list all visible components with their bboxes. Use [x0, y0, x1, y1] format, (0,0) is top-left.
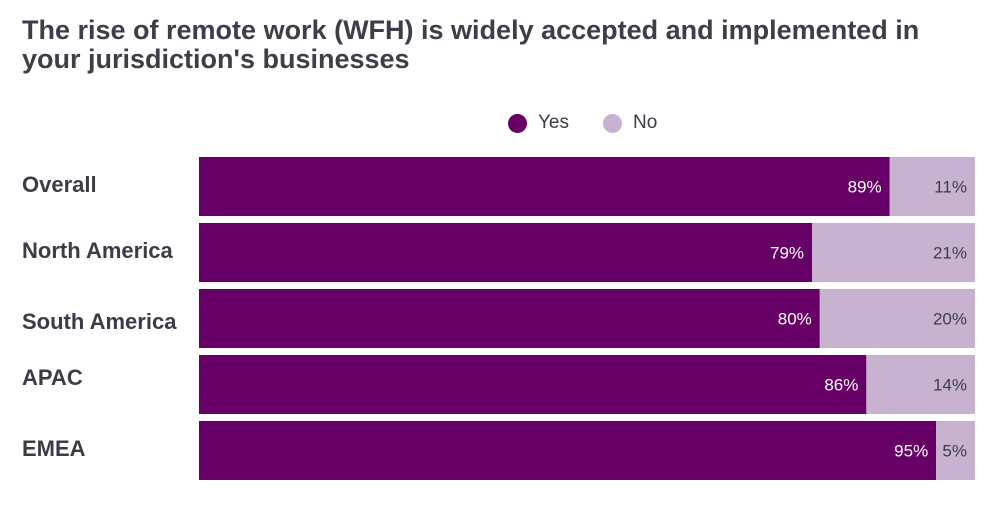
bar-yes-north-america: [199, 223, 813, 282]
value-label-no-apac: 14%: [933, 376, 967, 395]
value-label-no-north-america: 21%: [933, 244, 967, 263]
category-label-north-america: North America: [22, 238, 174, 263]
bar-yes-overall: [199, 157, 890, 216]
chart-title: The rise of remote work (WFH) is widely …: [22, 15, 920, 74]
legend-swatch-yes: [508, 113, 527, 133]
bar-no-overall: [889, 157, 975, 216]
bar-no-south-america: [819, 289, 975, 348]
legend-item-no: No: [603, 112, 657, 134]
value-label-yes-emea: 95%: [894, 442, 928, 461]
legend-swatch-no: [603, 113, 622, 133]
value-label-yes-north-america: 79%: [770, 244, 804, 263]
legend: Yes No: [508, 112, 691, 134]
bar-yes-south-america: [199, 289, 820, 348]
category-label-emea: EMEA: [22, 436, 86, 461]
legend-label-yes: Yes: [538, 112, 569, 133]
value-label-yes-south-america: 80%: [778, 310, 812, 329]
bar-no-emea: [936, 421, 975, 480]
legend-item-yes: Yes: [508, 112, 569, 134]
value-label-no-emea: 5%: [942, 442, 967, 461]
category-label-apac: APAC: [22, 365, 83, 390]
value-label-yes-apac: 86%: [824, 376, 858, 395]
value-label-no-overall: 11%: [934, 178, 967, 197]
legend-label-no: No: [633, 112, 658, 133]
bar-yes-emea: [199, 421, 937, 480]
value-label-no-south-america: 20%: [933, 310, 967, 329]
value-label-yes-overall: 89%: [848, 178, 882, 197]
category-label-overall: Overall: [22, 172, 97, 197]
bar-yes-apac: [199, 355, 867, 414]
bar-no-apac: [866, 355, 975, 414]
category-label-south-america: South America: [22, 309, 177, 334]
bar-no-north-america: [812, 223, 975, 282]
